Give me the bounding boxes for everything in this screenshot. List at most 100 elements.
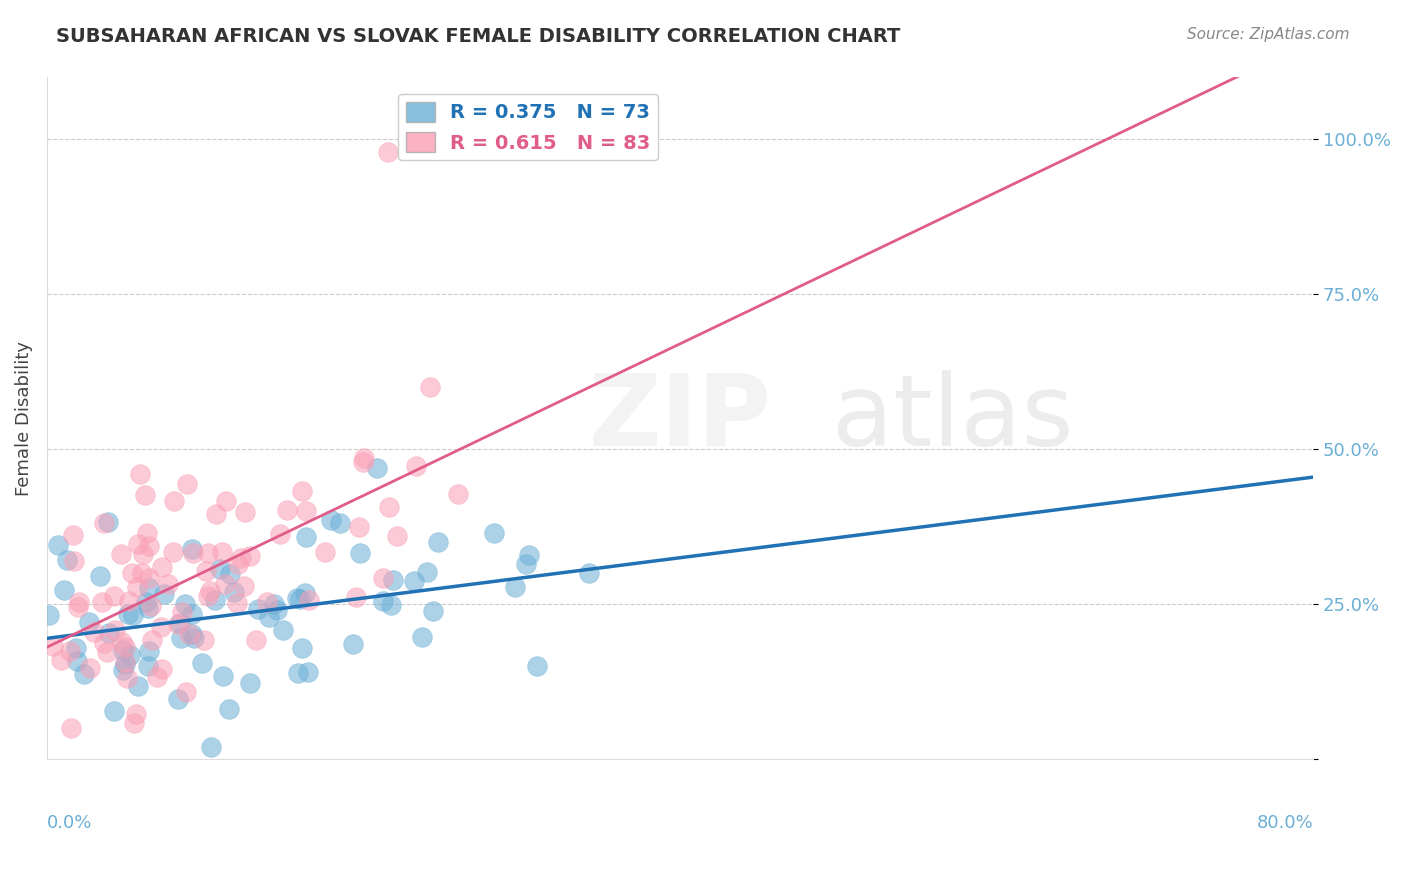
Point bbox=[426, 535, 449, 549]
Point bbox=[215, 494, 238, 508]
Point bbox=[181, 546, 204, 560]
Point bbox=[235, 504, 257, 518]
Point bbox=[138, 659, 160, 673]
Point bbox=[578, 566, 600, 581]
Point bbox=[115, 671, 138, 685]
Point bbox=[377, 500, 399, 514]
Point bbox=[136, 600, 159, 615]
Point bbox=[422, 604, 444, 618]
Point bbox=[198, 583, 221, 598]
Text: SUBSAHARAN AFRICAN VS SLOVAK FEMALE DISABILITY CORRELATION CHART: SUBSAHARAN AFRICAN VS SLOVAK FEMALE DISA… bbox=[56, 27, 901, 45]
Point bbox=[42, 639, 65, 653]
Point bbox=[419, 380, 441, 394]
Point bbox=[103, 704, 125, 718]
Point bbox=[246, 602, 269, 616]
Point bbox=[298, 592, 321, 607]
Point bbox=[181, 607, 204, 622]
Point bbox=[114, 655, 136, 669]
Point bbox=[194, 564, 217, 578]
Point bbox=[411, 631, 433, 645]
Point bbox=[129, 467, 152, 481]
Point bbox=[103, 589, 125, 603]
Point bbox=[49, 653, 72, 667]
Point bbox=[291, 640, 314, 655]
Point bbox=[169, 615, 191, 630]
Point bbox=[232, 579, 254, 593]
Point bbox=[344, 590, 367, 604]
Point bbox=[447, 487, 470, 501]
Point bbox=[176, 685, 198, 699]
Point bbox=[181, 627, 204, 641]
Text: Source: ZipAtlas.com: Source: ZipAtlas.com bbox=[1187, 27, 1350, 42]
Point bbox=[226, 558, 249, 572]
Point bbox=[93, 516, 115, 530]
Point bbox=[353, 450, 375, 465]
Point bbox=[111, 643, 134, 657]
Point bbox=[114, 640, 136, 654]
Point bbox=[127, 536, 149, 550]
Point bbox=[138, 644, 160, 658]
Point bbox=[125, 580, 148, 594]
Point bbox=[209, 562, 232, 576]
Point bbox=[69, 594, 91, 608]
Point bbox=[256, 595, 278, 609]
Point bbox=[93, 636, 115, 650]
Point bbox=[197, 546, 219, 560]
Point bbox=[214, 577, 236, 591]
Point bbox=[96, 645, 118, 659]
Point bbox=[149, 620, 172, 634]
Point bbox=[294, 530, 316, 544]
Point bbox=[121, 566, 143, 580]
Point bbox=[135, 525, 157, 540]
Point bbox=[291, 484, 314, 499]
Point bbox=[349, 546, 371, 560]
Point bbox=[352, 454, 374, 468]
Point bbox=[46, 538, 69, 552]
Point bbox=[371, 594, 394, 608]
Point bbox=[124, 716, 146, 731]
Point bbox=[402, 574, 425, 588]
Point bbox=[110, 547, 132, 561]
Point bbox=[197, 589, 219, 603]
Point bbox=[118, 648, 141, 662]
Point bbox=[526, 659, 548, 673]
Point bbox=[150, 560, 173, 574]
Point bbox=[371, 571, 394, 585]
Point bbox=[517, 548, 540, 562]
Point bbox=[405, 458, 427, 473]
Point bbox=[314, 544, 336, 558]
Text: 0.0%: 0.0% bbox=[46, 814, 93, 832]
Point bbox=[321, 513, 343, 527]
Point bbox=[266, 603, 288, 617]
Point bbox=[239, 676, 262, 690]
Point bbox=[180, 541, 202, 556]
Point bbox=[138, 539, 160, 553]
Point bbox=[38, 607, 60, 622]
Point bbox=[385, 529, 408, 543]
Point bbox=[124, 706, 146, 721]
Point bbox=[56, 553, 79, 567]
Point bbox=[287, 665, 309, 680]
Point bbox=[141, 633, 163, 648]
Point bbox=[132, 547, 155, 561]
Point bbox=[127, 679, 149, 693]
Point bbox=[150, 662, 173, 676]
Text: ZIP: ZIP bbox=[589, 370, 772, 467]
Point bbox=[118, 593, 141, 607]
Point bbox=[173, 597, 195, 611]
Point bbox=[73, 667, 96, 681]
Point bbox=[111, 663, 134, 677]
Point bbox=[67, 599, 90, 614]
Point bbox=[170, 605, 193, 619]
Point bbox=[179, 627, 201, 641]
Point bbox=[138, 571, 160, 585]
Point bbox=[65, 641, 87, 656]
Text: atlas: atlas bbox=[832, 370, 1074, 467]
Point bbox=[117, 607, 139, 621]
Point bbox=[204, 593, 226, 607]
Point bbox=[377, 145, 399, 159]
Point bbox=[263, 597, 285, 611]
Point bbox=[98, 625, 121, 640]
Point bbox=[162, 544, 184, 558]
Point bbox=[366, 461, 388, 475]
